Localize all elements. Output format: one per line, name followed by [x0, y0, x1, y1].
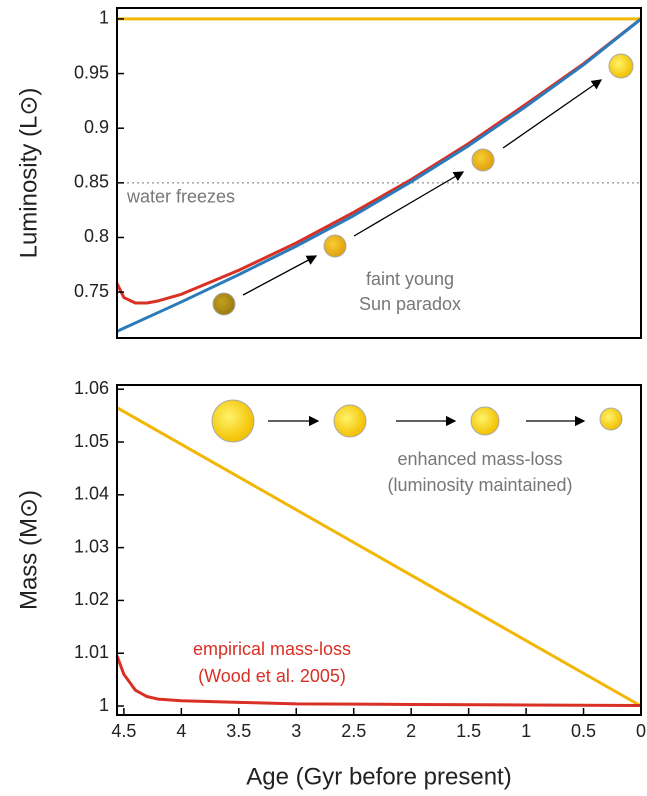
y-tick-label: 1.04	[74, 484, 109, 504]
x-tick-label: 0	[636, 721, 646, 741]
x-tick-label: 3	[291, 721, 301, 741]
y-tick-label: 1.03	[74, 536, 109, 556]
y-tick-label: 1.02	[74, 589, 109, 609]
arrow	[353, 171, 465, 237]
y-axis-label: Mass (M⊙)	[15, 490, 42, 610]
sun-icons	[211, 53, 634, 443]
sun-icon	[470, 406, 500, 436]
plot-frame	[116, 384, 642, 716]
y-tick-label: 1.05	[74, 431, 109, 451]
threshold-label: water freezes	[126, 187, 235, 207]
y-tick-label: 1.06	[74, 378, 109, 398]
series-line	[115, 17, 642, 305]
x-tick-label: 4.5	[111, 721, 136, 741]
sun-icon	[471, 148, 495, 172]
x-tick-label: 1.5	[456, 721, 481, 741]
plot-frame	[116, 7, 642, 339]
panel: water freezes 0.75 0.8 0.85 0.9 0.95 1 Luminosi…	[15, 7, 642, 339]
annotation: enhanced mass-loss	[397, 449, 562, 469]
y-axis-label: Luminosity (L⊙)	[15, 88, 42, 259]
sun-icon	[211, 399, 255, 443]
sun-icon	[333, 404, 367, 438]
y-tick-label: 0.95	[74, 62, 109, 82]
x-tick-label: 4	[176, 721, 186, 741]
y-tick-label: 1	[99, 8, 109, 28]
x-tick-label: 3.5	[226, 721, 251, 741]
annotation: Sun paradox	[359, 294, 461, 314]
series-line	[116, 17, 642, 333]
series-line	[115, 655, 642, 707]
sun-icon	[599, 407, 623, 431]
y-tick-label: 1.01	[74, 642, 109, 662]
sun-icon	[212, 292, 236, 316]
sun-icon	[608, 53, 634, 79]
y-tick-label: 1	[99, 695, 109, 715]
x-tick-label: 1	[521, 721, 531, 741]
x-tick-label: 2	[406, 721, 416, 741]
x-axis-label: Age (Gyr before present)	[246, 763, 511, 790]
x-tick-label: 0.5	[571, 721, 596, 741]
y-tick-label: 0.9	[84, 117, 109, 137]
y-tick-label: 0.85	[74, 172, 109, 192]
annotation: empirical mass-loss	[193, 639, 351, 659]
annotation: faint young	[366, 269, 454, 289]
x-tick-label: 2.5	[341, 721, 366, 741]
arrow	[242, 255, 318, 296]
panel: 1 1.01 1.02 1.03 1.04 1.05 1.06 4.5 4 3.5 3 2.5 2 1.5…	[15, 378, 646, 790]
arrow	[502, 79, 603, 149]
y-tick-label: 0.8	[84, 226, 109, 246]
y-tick-label: 0.75	[74, 281, 109, 301]
sun-icon	[323, 234, 347, 258]
annotation: (luminosity maintained)	[387, 475, 572, 495]
annotation: (Wood et al. 2005)	[198, 666, 346, 686]
series-line	[116, 406, 642, 708]
